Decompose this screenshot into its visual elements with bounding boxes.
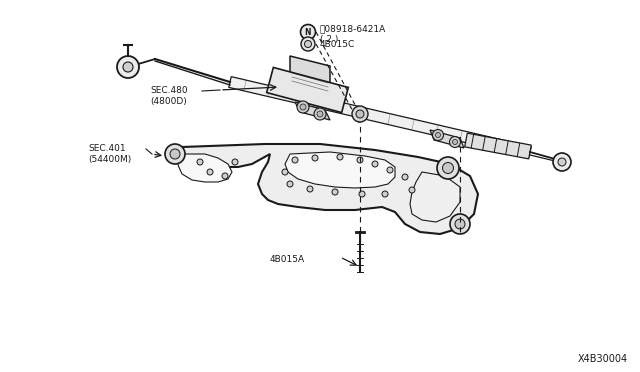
Circle shape (207, 169, 213, 175)
Circle shape (372, 161, 378, 167)
Text: X4B30004: X4B30004 (578, 354, 628, 364)
Circle shape (437, 157, 459, 179)
Text: SEC.480: SEC.480 (150, 86, 188, 94)
Circle shape (332, 189, 338, 195)
Text: ( 2 ): ( 2 ) (320, 35, 339, 44)
Circle shape (337, 154, 343, 160)
Text: 4B015A: 4B015A (270, 254, 305, 263)
Circle shape (449, 137, 461, 148)
Circle shape (123, 62, 133, 72)
Text: (4800D): (4800D) (150, 96, 187, 106)
Polygon shape (430, 130, 464, 148)
Circle shape (433, 129, 444, 141)
Polygon shape (290, 56, 330, 100)
Circle shape (197, 159, 203, 165)
Circle shape (292, 157, 298, 163)
Circle shape (402, 174, 408, 180)
Polygon shape (228, 77, 531, 157)
Circle shape (409, 187, 415, 193)
Circle shape (382, 191, 388, 197)
Polygon shape (178, 154, 232, 182)
Text: (54400M): (54400M) (88, 154, 131, 164)
Text: N: N (305, 28, 311, 36)
Circle shape (352, 106, 368, 122)
Polygon shape (295, 102, 330, 120)
Circle shape (170, 149, 180, 159)
Circle shape (117, 56, 139, 78)
Circle shape (297, 101, 309, 113)
Circle shape (452, 140, 458, 144)
Polygon shape (267, 67, 348, 113)
Circle shape (357, 157, 363, 163)
Circle shape (301, 25, 316, 39)
Circle shape (300, 104, 306, 110)
Polygon shape (165, 144, 478, 234)
Circle shape (553, 153, 571, 171)
Circle shape (359, 191, 365, 197)
Circle shape (282, 169, 288, 175)
Circle shape (165, 144, 185, 164)
Circle shape (387, 167, 393, 173)
Circle shape (435, 132, 440, 138)
Circle shape (287, 181, 293, 187)
Text: 4B015C: 4B015C (320, 39, 355, 48)
Polygon shape (465, 133, 531, 159)
Circle shape (305, 41, 312, 48)
Circle shape (301, 37, 315, 51)
Text: SEC.401: SEC.401 (88, 144, 125, 153)
Polygon shape (285, 152, 395, 188)
Text: ⓝ08918-6421A: ⓝ08918-6421A (320, 25, 387, 33)
Circle shape (356, 110, 364, 118)
Circle shape (307, 186, 313, 192)
Circle shape (455, 219, 465, 229)
Polygon shape (410, 172, 460, 222)
Circle shape (558, 158, 566, 166)
Circle shape (222, 173, 228, 179)
Circle shape (450, 214, 470, 234)
Circle shape (314, 108, 326, 120)
Circle shape (312, 155, 318, 161)
Circle shape (232, 159, 238, 165)
Circle shape (317, 111, 323, 117)
Circle shape (442, 163, 454, 173)
